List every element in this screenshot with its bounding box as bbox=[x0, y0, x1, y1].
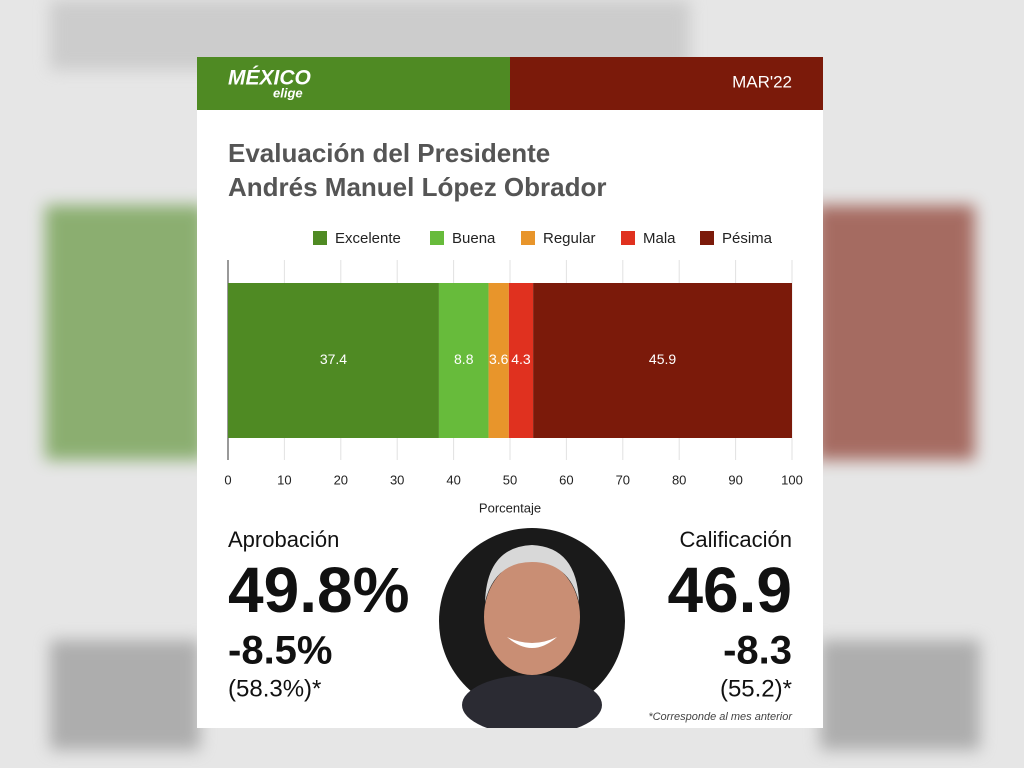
x-tick-label: 0 bbox=[224, 472, 231, 487]
bar-segment bbox=[533, 283, 792, 438]
legend-swatch bbox=[521, 231, 535, 245]
card: MÉXICO elige MAR'22 Evaluación del Presi… bbox=[197, 57, 823, 735]
x-tick-label: 30 bbox=[390, 472, 404, 487]
rating-value: 46.9 bbox=[667, 554, 792, 626]
footnote: *Corresponde al mes anterior bbox=[648, 711, 793, 723]
bar-segment bbox=[508, 283, 534, 438]
data-label: 3.6 bbox=[489, 351, 509, 367]
x-tick-label: 40 bbox=[446, 472, 460, 487]
approval-previous: (58.3%)* bbox=[228, 675, 321, 702]
approval-label: Aprobación bbox=[228, 527, 339, 552]
x-tick-label: 20 bbox=[334, 472, 348, 487]
x-axis-label: Porcentaje bbox=[479, 500, 541, 515]
rating-change: -8.3 bbox=[723, 629, 792, 673]
x-tick-label: 50 bbox=[503, 472, 517, 487]
data-label: 8.8 bbox=[454, 351, 474, 367]
rating-label: Calificación bbox=[680, 527, 793, 552]
logo-sub: elige bbox=[273, 85, 303, 100]
data-label: 45.9 bbox=[649, 351, 676, 367]
x-tick-label: 90 bbox=[728, 472, 742, 487]
title: Andrés Manuel López Obrador bbox=[228, 172, 607, 202]
rating-previous: (55.2)* bbox=[720, 675, 792, 702]
x-tick-label: 60 bbox=[559, 472, 573, 487]
infographic: MÉXICO elige MAR'22 Evaluación del Presi… bbox=[197, 57, 823, 735]
photo bbox=[439, 528, 625, 735]
bar-segment bbox=[228, 283, 439, 438]
title: Evaluación del Presidente bbox=[228, 138, 550, 168]
legend-swatch bbox=[430, 231, 444, 245]
data-label: 4.3 bbox=[511, 351, 531, 367]
bg-blur bbox=[50, 640, 200, 750]
legend-label: Mala bbox=[643, 230, 676, 247]
legend-swatch bbox=[700, 231, 714, 245]
bar-segment bbox=[438, 283, 489, 438]
x-tick-label: 100 bbox=[781, 472, 803, 487]
logo: MÉXICO bbox=[228, 67, 311, 90]
header-left bbox=[197, 57, 510, 110]
approval-value: 49.8% bbox=[228, 554, 409, 626]
x-tick-label: 80 bbox=[672, 472, 686, 487]
date: MAR'22 bbox=[732, 72, 792, 91]
legend-swatch bbox=[621, 231, 635, 245]
bg-blur bbox=[45, 205, 205, 460]
data-label: 37.4 bbox=[320, 351, 347, 367]
bar-segment bbox=[488, 283, 509, 438]
x-tick-label: 10 bbox=[277, 472, 291, 487]
legend-label: Excelente bbox=[335, 230, 401, 247]
approval-change: -8.5% bbox=[228, 629, 333, 673]
legend-label: Buena bbox=[452, 230, 496, 247]
x-tick-label: 70 bbox=[616, 472, 630, 487]
legend-swatch bbox=[313, 231, 327, 245]
legend-label: Regular bbox=[543, 230, 596, 247]
bg-blur bbox=[820, 640, 980, 750]
bg-blur bbox=[815, 205, 975, 460]
header-right bbox=[510, 57, 823, 110]
legend-label: Pésima bbox=[722, 230, 773, 247]
